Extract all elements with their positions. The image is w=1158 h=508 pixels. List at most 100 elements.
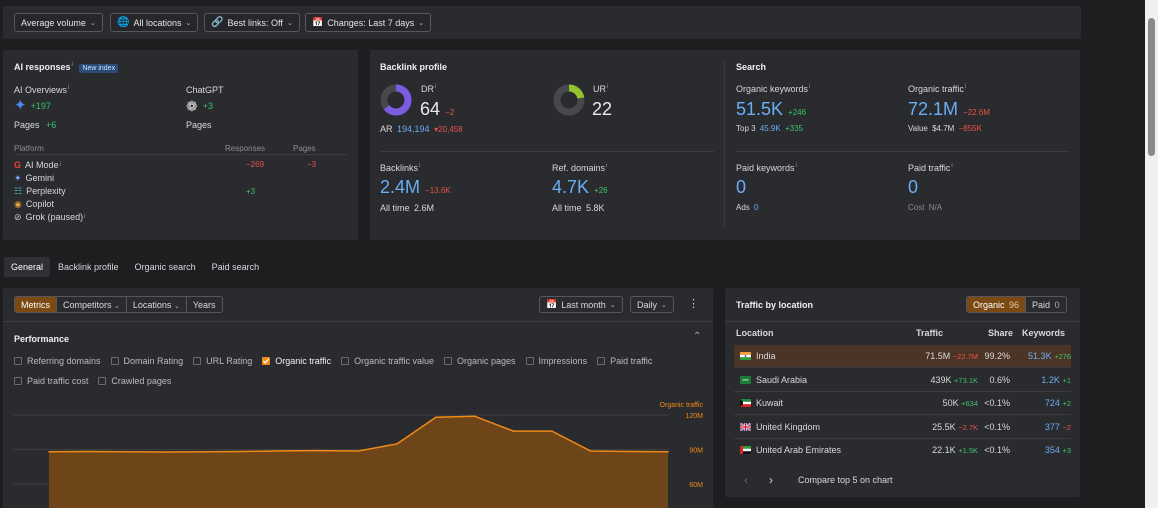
checkbox-box[interactable] [98,377,107,385]
tab-general[interactable]: General [4,257,51,277]
tab-paid-search[interactable]: Paid search [211,262,260,272]
tab-organic-search[interactable]: Organic search [134,262,196,272]
checkbox-box[interactable] [14,357,22,365]
chatgpt-value: +3 [202,101,213,111]
chevron-down-icon: ⌄ [286,19,293,27]
info-icon[interactable]: i [419,163,421,169]
location-row[interactable]: United Arab Emirates 22.1K +1.5K <0.1% 354 … [734,439,1071,462]
location-row[interactable]: United Kingdom 25.5K −2.7K <0.1% 377 −2 [734,416,1071,439]
ads-value[interactable]: 0 [754,203,759,212]
keywords-number[interactable]: 377 [1044,421,1060,432]
backlinks-change: −13.6K [425,186,451,195]
checkbox-impressions[interactable]: Impressions [525,356,587,366]
paid-keywords-value[interactable]: 0 [736,177,747,197]
info-icon[interactable]: i [809,84,811,90]
location-name[interactable]: India [756,351,776,361]
subtab-locations[interactable]: Locations ⌄ [125,297,186,312]
checkbox-referring-domains[interactable]: Referring domains [14,356,101,366]
checkbox-label: Crawled pages [111,376,172,386]
checkbox-box[interactable] [525,357,534,365]
info-icon[interactable]: i [607,84,609,90]
ai-title: AI responses [14,62,71,72]
collapse-icon[interactable]: ⌃ [693,331,702,342]
info-icon[interactable]: i [71,62,73,68]
checkbox-organic-traffic[interactable]: Organic traffic [262,356,331,366]
paid-traffic-value[interactable]: 0 [908,177,919,197]
more-options-icon[interactable]: ⋮ [688,298,699,310]
location-row[interactable]: Saudi Arabia 439K +73.1K 0.6% 1.2K +1 [734,369,1071,392]
location-name[interactable]: Kuwait [756,398,784,408]
location-row[interactable]: India 71.5M −22.7M 99.2% 51.3K +276 [734,345,1071,368]
keywords-value: 377 −2 [1011,422,1071,432]
tab-backlink-profile[interactable]: Backlink profile [58,262,119,272]
backlinks-value[interactable]: 2.4M [380,177,421,197]
checkbox-domain-rating[interactable]: Domain Rating [110,356,183,366]
refdomains-value[interactable]: 4.7K [552,177,590,197]
top3-change: +335 [784,124,803,133]
y-tick-label: 90M [689,448,703,455]
keywords-number[interactable]: 724 [1044,398,1060,408]
checkbox-box[interactable] [341,357,350,365]
changes-label: Changes: Last 7 days [327,17,415,28]
performance-chart: 120M 90M 60M Organic traffic [13,402,703,508]
share-value: 0.6% [989,374,1010,385]
subtab-metrics[interactable]: Metrics [15,297,56,312]
granularity-dropdown[interactable]: Daily ⌄ [630,296,674,313]
info-icon[interactable]: i [964,84,967,90]
organic-keywords-value[interactable]: 51.5K [736,99,784,119]
checkbox-box[interactable] [444,357,452,365]
period-dropdown[interactable]: 📅 Last month ⌄ [539,296,623,313]
prev-arrow-icon[interactable]: ‹ [744,473,748,487]
checkbox-box[interactable] [110,357,119,365]
refdomains-change: +26 [594,186,608,195]
locations-dropdown[interactable]: 🌐 All locations ⌄ [110,13,199,32]
info-icon[interactable]: i [59,162,61,168]
ur-donut [553,84,585,116]
checkbox-paid-traffic-cost[interactable]: Paid traffic cost [14,376,88,386]
compare-link[interactable]: Compare top 5 on chart [798,475,893,485]
info-icon[interactable]: i [84,214,86,220]
granularity-label: Daily [637,299,658,310]
checkbox-box[interactable] [14,377,22,385]
organic-toggle[interactable]: Organic 96 [967,297,1026,312]
top3-value[interactable]: 45.9K [759,124,781,133]
info-icon[interactable]: i [606,163,608,169]
info-icon[interactable]: i [951,163,953,169]
info-icon[interactable]: i [435,84,437,90]
metrics-panel: Metrics Competitors ⌄ Locations ⌄ Years … [3,288,713,508]
share-value: <0.1% [984,398,1010,408]
location-row[interactable]: Kuwait 50K +634 <0.1% 724 +2 [734,392,1071,415]
checkbox-box[interactable] [193,357,202,365]
checkbox-organic-traffic-value[interactable]: Organic traffic value [341,356,434,366]
paid-toggle[interactable]: Paid 0 [1025,297,1066,312]
subtab-competitors[interactable]: Competitors ⌄ [56,297,126,312]
volume-dropdown[interactable]: Average volume ⌄ [14,13,103,32]
ads-label: Ads [736,203,750,212]
location-name[interactable]: United Arab Emirates [756,445,842,455]
share-header: Share [988,328,1014,338]
checkbox-box[interactable] [597,357,606,365]
ai-overviews-pages-value: +6 [46,120,57,130]
changes-dropdown[interactable]: 📅 Changes: Last 7 days ⌄ [305,13,432,32]
subtab-years[interactable]: Years [185,297,222,312]
info-icon[interactable]: i [68,85,70,91]
dr-value: 64 [420,99,441,119]
keywords-number[interactable]: 354 [1044,445,1060,455]
checkbox-crawled-pages[interactable]: Crawled pages [98,376,171,386]
checkbox-box[interactable] [262,357,271,365]
location-name[interactable]: United Kingdom [756,421,821,432]
traffic-change: +73.1K [954,375,978,385]
scrollbar-thumb[interactable] [1148,18,1155,156]
checkbox-url-rating[interactable]: URL Rating [193,356,252,366]
best-links-dropdown[interactable]: 🔗 Best links: Off ⌄ [204,13,300,32]
organic-traffic-value[interactable]: 72.1M [908,99,959,119]
keywords-number[interactable]: 51.3K [1028,351,1052,361]
keywords-number[interactable]: 1.2K [1041,374,1060,385]
next-arrow-icon[interactable]: › [769,473,773,487]
checkbox-organic-pages[interactable]: Organic pages [444,356,516,366]
ar-value[interactable]: 194,194 [397,124,430,134]
info-icon[interactable]: i [795,163,797,169]
checkbox-paid-traffic[interactable]: Paid traffic [597,356,652,366]
page-scrollbar[interactable] [1145,0,1158,508]
location-name[interactable]: Saudi Arabia [756,374,808,385]
